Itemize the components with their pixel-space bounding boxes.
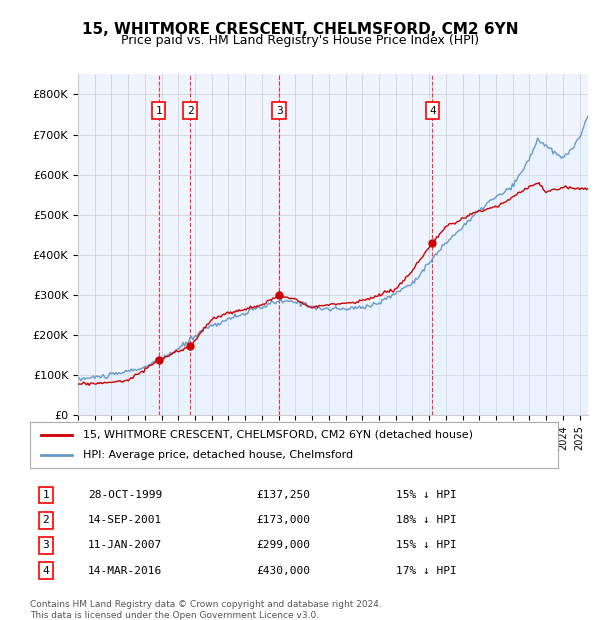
Text: HPI: Average price, detached house, Chelmsford: HPI: Average price, detached house, Chel… bbox=[83, 450, 353, 460]
Text: £299,000: £299,000 bbox=[256, 541, 310, 551]
Text: £173,000: £173,000 bbox=[256, 515, 310, 525]
Text: 2: 2 bbox=[187, 105, 194, 115]
Text: £137,250: £137,250 bbox=[256, 490, 310, 500]
Text: 14-SEP-2001: 14-SEP-2001 bbox=[88, 515, 162, 525]
Text: 15% ↓ HPI: 15% ↓ HPI bbox=[395, 490, 457, 500]
Text: 15, WHITMORE CRESCENT, CHELMSFORD, CM2 6YN: 15, WHITMORE CRESCENT, CHELMSFORD, CM2 6… bbox=[82, 22, 518, 37]
Text: 3: 3 bbox=[43, 541, 49, 551]
Text: 4: 4 bbox=[429, 105, 436, 115]
Text: 1: 1 bbox=[155, 105, 162, 115]
Text: 28-OCT-1999: 28-OCT-1999 bbox=[88, 490, 162, 500]
Text: 2: 2 bbox=[43, 515, 49, 525]
Text: 17% ↓ HPI: 17% ↓ HPI bbox=[395, 565, 457, 575]
Text: 11-JAN-2007: 11-JAN-2007 bbox=[88, 541, 162, 551]
Text: 15, WHITMORE CRESCENT, CHELMSFORD, CM2 6YN (detached house): 15, WHITMORE CRESCENT, CHELMSFORD, CM2 6… bbox=[83, 430, 473, 440]
Text: 4: 4 bbox=[43, 565, 49, 575]
Text: 1: 1 bbox=[43, 490, 49, 500]
Text: £430,000: £430,000 bbox=[256, 565, 310, 575]
Text: 18% ↓ HPI: 18% ↓ HPI bbox=[395, 515, 457, 525]
Text: 14-MAR-2016: 14-MAR-2016 bbox=[88, 565, 162, 575]
Text: 3: 3 bbox=[276, 105, 283, 115]
Text: Contains HM Land Registry data © Crown copyright and database right 2024.
This d: Contains HM Land Registry data © Crown c… bbox=[30, 600, 382, 619]
Text: 15% ↓ HPI: 15% ↓ HPI bbox=[395, 541, 457, 551]
Text: Price paid vs. HM Land Registry's House Price Index (HPI): Price paid vs. HM Land Registry's House … bbox=[121, 34, 479, 47]
